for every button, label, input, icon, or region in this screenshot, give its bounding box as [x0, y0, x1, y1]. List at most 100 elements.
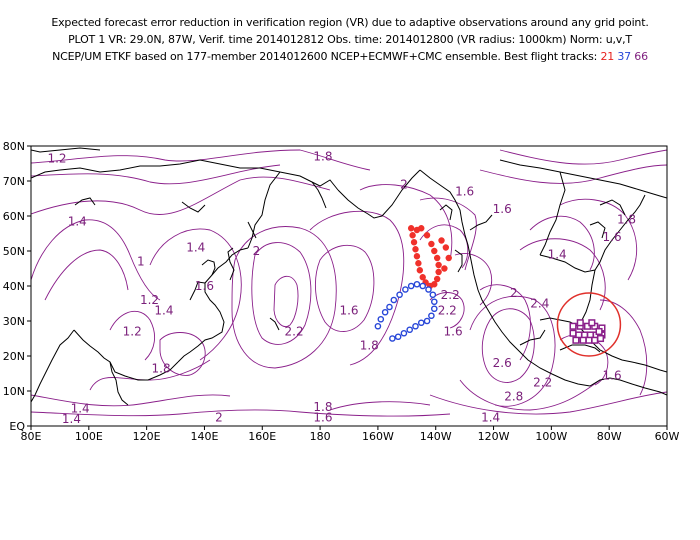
track-21-point	[433, 254, 441, 262]
track-37-point	[402, 286, 409, 293]
y-tick-label: 10N	[3, 385, 25, 398]
x-tick-label: 100W	[535, 430, 567, 443]
header-line-3-text: NCEP/UM ETKF based on 177-member 2014012…	[52, 50, 598, 63]
track-66-point	[585, 336, 593, 344]
vr-circle-group	[556, 292, 622, 357]
y-tick-label: 20N	[3, 350, 25, 363]
contour-label: 1.8	[152, 361, 171, 375]
contour-label: 2.2	[438, 304, 457, 318]
track-21-point	[435, 268, 442, 276]
contour-label: 2.6	[493, 356, 512, 370]
track-37-point	[389, 335, 396, 342]
contour-label: 2	[400, 178, 408, 192]
track-21-label: 21	[600, 50, 615, 63]
x-tick-label: 140E	[190, 430, 218, 443]
y-tick-label: 50N	[3, 245, 25, 258]
track-21-point	[428, 240, 435, 248]
track-37-point	[425, 286, 432, 293]
header-line-1: Expected forecast error reduction in ver…	[51, 16, 649, 29]
track-21-point	[412, 246, 419, 253]
track-21-point	[431, 247, 438, 255]
verification-region-circle	[556, 292, 622, 357]
track-21-point	[435, 261, 442, 269]
track-37-point	[390, 296, 398, 304]
contour-label: 2	[215, 410, 223, 424]
x-tick-label: 160W	[362, 430, 394, 443]
track-66-point	[595, 327, 603, 336]
contour-label: 1.6	[444, 325, 463, 339]
track-37-point	[430, 305, 438, 313]
track-37-point	[406, 326, 414, 334]
track-21-point	[431, 281, 438, 288]
contour-label: 1	[137, 255, 145, 269]
x-tick-label: 140W	[420, 430, 452, 443]
y-axis-ticks: EQ 10N 20N 30N 40N 50N 60N 70N 80N	[3, 140, 31, 433]
track-66-point	[569, 322, 577, 330]
x-tick-label: 160E	[248, 430, 276, 443]
y-tick-label: 60N	[3, 210, 25, 223]
contour-label: 1.4	[481, 410, 500, 424]
contour-label: 1.4	[154, 304, 173, 318]
contour-label: 1.6	[603, 368, 622, 382]
map-header: Expected forecast error reduction in ver…	[0, 14, 700, 65]
track-37-point	[374, 322, 382, 330]
contour-label: 1.4	[548, 248, 567, 262]
y-tick-label: EQ	[9, 420, 25, 433]
track-21-point	[442, 244, 450, 251]
track-66-point	[569, 329, 577, 337]
header-line-2: PLOT 1 VR: 29.0N, 87W, Verif. time 20140…	[68, 33, 632, 46]
contour-label: 1.8	[313, 150, 332, 164]
track-37-label: 37	[617, 50, 631, 63]
track-37-point	[419, 282, 427, 290]
contour-label: 1.6	[493, 202, 512, 216]
x-tick-label: 80W	[597, 430, 622, 443]
contour-label: 1.6	[313, 410, 332, 424]
track-21-point	[438, 237, 445, 244]
track-21-point	[413, 226, 421, 234]
contour-labels: 1.21.411.21.41.21.41.622.21.61.81.82 1.61…	[47, 150, 636, 427]
track-66-point	[596, 334, 605, 343]
track-66-point	[572, 336, 580, 344]
track-21-point	[407, 225, 415, 232]
track-21-point	[419, 274, 426, 281]
track-21-point	[415, 260, 422, 267]
track-37-point	[423, 317, 431, 325]
y-tick-label: 80N	[3, 140, 25, 153]
x-tick-label: 100E	[75, 430, 103, 443]
track-37-point	[417, 319, 425, 327]
track-21-point	[413, 253, 421, 260]
track-66-point	[576, 319, 584, 327]
contour-label: 2	[253, 244, 261, 258]
flight-tracks	[374, 225, 606, 344]
contour-label: 1.2	[123, 325, 142, 339]
track-37-point	[400, 329, 408, 337]
y-tick-label: 30N	[3, 315, 25, 328]
x-tick-label: 180	[310, 430, 331, 443]
track-21-point	[441, 265, 448, 272]
track-37-point	[429, 291, 437, 299]
track-66-label: 66	[634, 50, 648, 63]
track-37-point	[407, 282, 415, 290]
contour-label: 1.8	[617, 213, 636, 227]
x-tick-label: 120E	[133, 430, 161, 443]
contour-label: 2.8	[504, 389, 523, 403]
track-66-point	[579, 336, 587, 344]
track-37-point	[430, 298, 438, 306]
contour-label: 2.2	[285, 325, 304, 339]
x-tick-label: 60W	[655, 430, 680, 443]
coastlines	[31, 147, 667, 406]
track-21-point	[433, 275, 441, 283]
track-37-point	[394, 333, 402, 341]
track-21-point	[409, 232, 416, 239]
track-66-point	[591, 336, 599, 344]
contour-label: 1.8	[313, 400, 332, 414]
y-tick-label: 40N	[3, 280, 25, 293]
plot-frame	[30, 145, 668, 427]
track-66-point	[588, 319, 596, 327]
contour-label: 1.6	[455, 185, 474, 199]
contour-label: 1.4	[186, 241, 205, 255]
contour-label: 1.6	[339, 304, 358, 318]
x-axis-ticks: 80E 100E 120E 140E 160E 180 160W 140W 120W 100W 80…	[21, 426, 680, 443]
x-tick-label: 80E	[21, 430, 42, 443]
